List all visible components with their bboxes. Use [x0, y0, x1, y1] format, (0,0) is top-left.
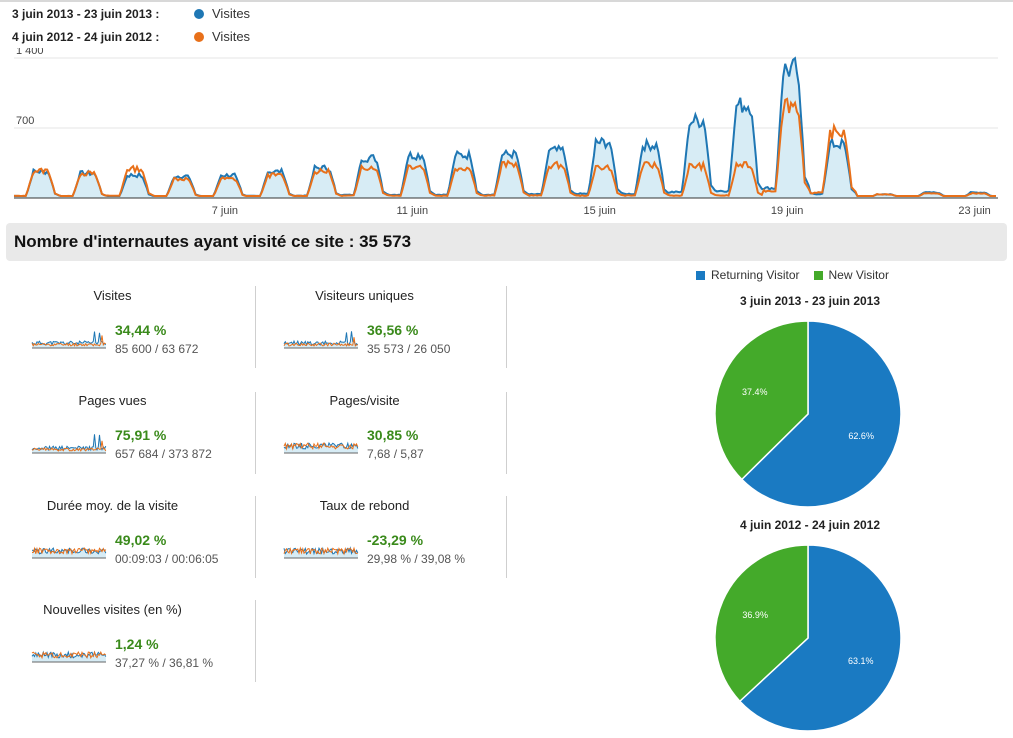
- divider: [255, 600, 256, 682]
- pie-legend: Returning Visitor New Visitor: [696, 268, 889, 282]
- period-previous-label: 4 juin 2012 - 24 juin 2012 :: [12, 29, 160, 44]
- metric-values: 85 600 / 63 672: [115, 342, 199, 356]
- metric-card[interactable]: Visiteurs uniques 36,56 % 35 573 / 26 050: [282, 288, 502, 380]
- new-visitor-swatch-icon: [813, 270, 823, 280]
- metric-card[interactable]: Taux de rebond -23,29 % 29,98 % / 39,08 %: [282, 498, 502, 590]
- metric-values: 7,68 / 5,87: [367, 447, 424, 461]
- metric-values: 29,98 % / 39,08 %: [367, 552, 466, 566]
- summary-title: Nombre d'internautes ayant visité ce sit…: [14, 232, 412, 251]
- series-current-dot-icon: [194, 8, 204, 19]
- metric-sparkline: [31, 546, 107, 559]
- metric-title: Pages vues: [78, 393, 147, 408]
- pie-chart-previous[interactable]: 63.1% 36.9%: [708, 542, 908, 738]
- pie-chart-current[interactable]: 62.6% 37.4%: [708, 318, 908, 514]
- series-previous-label: Visites: [212, 29, 251, 44]
- top-divider: [0, 0, 1013, 2]
- legend-previous-period[interactable]: 4 juin 2012 - 24 juin 2012 : Visites: [12, 29, 250, 44]
- divider: [255, 496, 256, 578]
- pie-slice-returning[interactable]: [740, 320, 902, 508]
- x-tick-label: 19 juin: [771, 205, 803, 217]
- pie-slice-label: 63.1%: [848, 656, 874, 666]
- visits-line-chart[interactable]: 1 400 700 7 juin 11 juin 15 juin 19 juin 23 ju…: [0, 48, 1013, 218]
- metric-sparkline: [283, 546, 359, 559]
- pie-slice-new[interactable]: [714, 544, 809, 703]
- pie-slice-label: 37.4%: [742, 387, 768, 397]
- metric-card[interactable]: Pages vues 75,91 % 657 684 / 373 872: [30, 393, 250, 485]
- metric-change: 49,02 %: [115, 532, 167, 548]
- metric-title: Pages/visite: [329, 393, 400, 408]
- y-tick-label: 1 400: [16, 48, 44, 57]
- metric-change: -23,29 %: [367, 532, 424, 548]
- divider: [506, 392, 507, 474]
- divider: [506, 496, 507, 578]
- pie-slice-label: 36.9%: [742, 610, 768, 620]
- metric-title: Visiteurs uniques: [315, 288, 414, 303]
- pie-slice-label: 62.6%: [848, 431, 874, 441]
- metric-sparkline: [283, 441, 359, 454]
- divider: [255, 392, 256, 474]
- divider: [506, 286, 507, 368]
- legend-current-period[interactable]: 3 juin 2013 - 23 juin 2013 : Visites: [12, 6, 250, 21]
- metric-title: Nouvelles visites (en %): [43, 602, 182, 617]
- metric-card[interactable]: Durée moy. de la visite 49,02 % 00:09:03 /…: [30, 498, 250, 590]
- metric-values: 00:09:03 / 00:06:05: [115, 552, 219, 566]
- x-tick-label: 23 juin: [958, 205, 990, 217]
- summary-bar: Nombre d'internautes ayant visité ce sit…: [6, 223, 1007, 261]
- pie-legend-returning: Returning Visitor: [711, 268, 800, 282]
- series-current-area: [14, 58, 997, 198]
- metric-change: 1,24 %: [115, 636, 159, 652]
- metric-card[interactable]: Nouvelles visites (en %) 1,24 % 37,27 % / …: [30, 602, 250, 694]
- x-tick-label: 7 juin: [212, 205, 238, 217]
- metric-values: 35 573 / 26 050: [367, 342, 451, 356]
- returning-visitor-swatch-icon: [696, 270, 705, 280]
- metric-change: 75,91 %: [115, 427, 167, 443]
- metric-change: 36,56 %: [367, 322, 419, 338]
- metric-title: Taux de rebond: [319, 498, 410, 513]
- series-current-label: Visites: [212, 6, 251, 21]
- series-previous-line[interactable]: [13, 97, 996, 198]
- pie-slice-new[interactable]: [714, 320, 809, 481]
- metric-sparkline: [283, 331, 359, 349]
- metric-sparkline: [31, 650, 107, 663]
- y-tick-label: 700: [16, 115, 34, 127]
- series-previous-dot-icon: [194, 31, 204, 42]
- metric-values: 657 684 / 373 872: [115, 447, 212, 461]
- metric-change: 34,44 %: [115, 322, 167, 338]
- metric-card[interactable]: Pages/visite 30,85 % 7,68 / 5,87: [282, 393, 502, 485]
- pie-title-current: 3 juin 2013 - 23 juin 2013: [739, 294, 881, 308]
- x-tick-label: 15 juin: [584, 205, 616, 217]
- metric-values: 37,27 % / 36,81 %: [115, 656, 214, 670]
- metric-sparkline: [31, 331, 107, 349]
- metric-change: 30,85 %: [367, 427, 419, 443]
- metric-sparkline: [31, 434, 107, 454]
- period-current-label: 3 juin 2013 - 23 juin 2013 :: [12, 6, 160, 21]
- x-tick-label: 11 juin: [396, 205, 428, 217]
- metric-title: Durée moy. de la visite: [46, 498, 179, 513]
- series-current-line[interactable]: [13, 56, 996, 198]
- metric-title: Visites: [93, 288, 132, 303]
- pie-title-previous: 4 juin 2012 - 24 juin 2012: [739, 518, 881, 532]
- pie-slice-returning[interactable]: [738, 544, 902, 732]
- metric-card[interactable]: Visites 34,44 % 85 600 / 63 672: [30, 288, 250, 380]
- pie-legend-new: New Visitor: [828, 268, 889, 282]
- divider: [255, 286, 256, 368]
